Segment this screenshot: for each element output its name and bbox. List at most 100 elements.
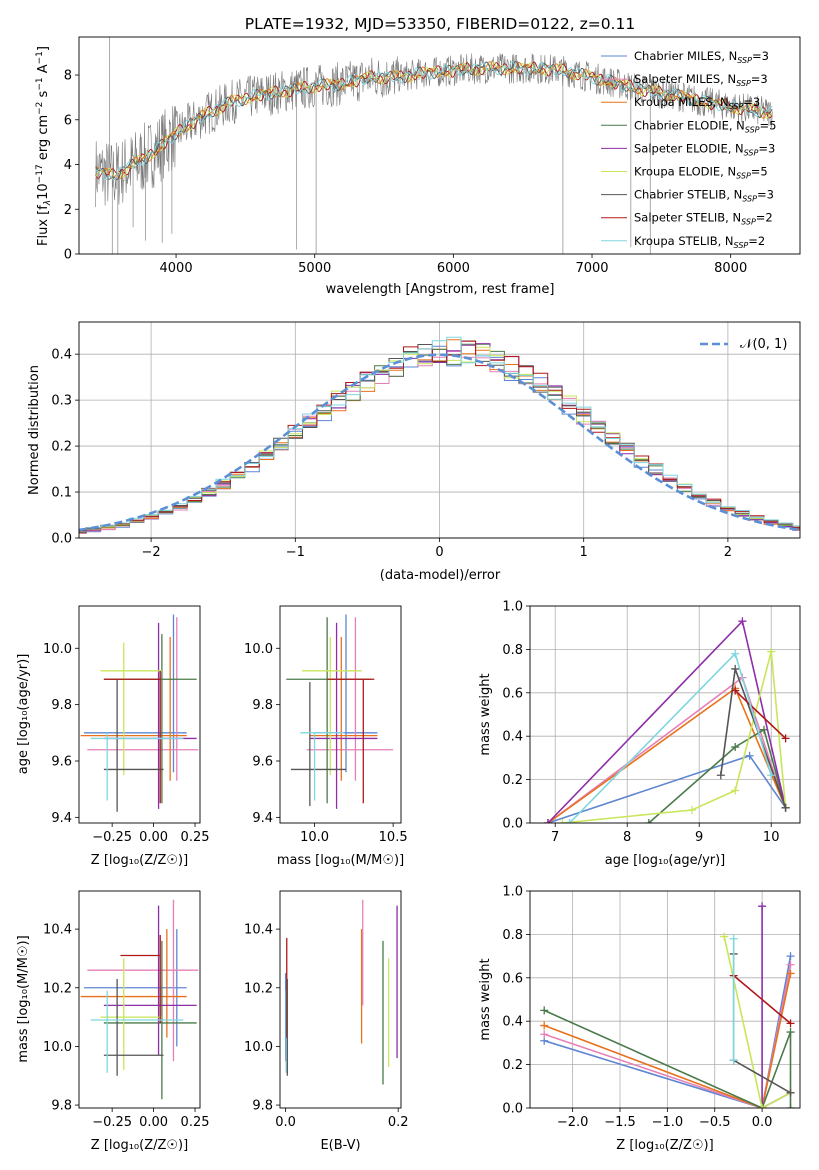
mass-weight-marker <box>544 819 552 823</box>
y-tick-label: 0.8 <box>502 928 523 943</box>
mass-weight-line <box>543 955 792 1108</box>
y-tick-label: 9.8 <box>51 1099 72 1114</box>
x-tick-label: 0.00 <box>139 830 168 845</box>
axes-frame <box>78 36 801 255</box>
mass-vs-metallicity-panel: −0.25 0.00 0.25 9.8 10.0 10.2 10.4 Z [log₁₀(Z/Z… <box>16 890 210 1153</box>
mass-weight-line <box>723 936 791 1108</box>
y-tick-label: 10.2 <box>244 981 273 996</box>
mass-weight-line <box>543 973 792 1108</box>
x-axis-label: Z [log₁₀(Z/Z☉)] <box>91 1138 188 1153</box>
y-tick-label: 10.0 <box>244 642 273 657</box>
y-tick-label: 0.0 <box>502 817 523 832</box>
axes-frame <box>78 605 201 824</box>
x-tick-label: −2.0 <box>557 1115 589 1130</box>
y-tick-label: 10.4 <box>43 923 72 938</box>
axes-frame <box>279 605 402 824</box>
x-tick-label: −1.5 <box>604 1115 636 1130</box>
plot-area <box>540 902 795 1108</box>
y-axis-label: Normed distribution <box>27 365 42 495</box>
x-tick-label: 6000 <box>437 261 470 276</box>
mass-weight-marker <box>731 786 740 795</box>
mass-weight-marker <box>786 952 795 961</box>
y-tick-label: 10.0 <box>43 1040 72 1055</box>
y-tick-label: 8 <box>64 69 72 84</box>
mass-weight-marker <box>781 734 790 743</box>
y-tick-label: 9.8 <box>252 1099 273 1114</box>
y-tick-label: 10.2 <box>43 981 72 996</box>
mass-weight-marker <box>688 805 696 814</box>
x-axis-label: age [log₁₀(age/yr)] <box>605 853 726 868</box>
plot-area <box>80 614 199 812</box>
y-tick-label: 9.4 <box>252 811 273 826</box>
mass-weight-line <box>761 906 791 1108</box>
residual-histogram-step <box>79 340 800 531</box>
plot-area <box>286 614 394 809</box>
x-tick-label: 10.0 <box>300 830 329 845</box>
axes-frame <box>78 890 201 1109</box>
mass-weight-marker <box>731 649 740 658</box>
x-tick-label: −0.5 <box>699 1115 731 1130</box>
legend-entry: Salpeter ELODIE, NSSP=3 <box>634 141 775 157</box>
y-tick-label: 0.0 <box>51 532 72 547</box>
model-spectrum-line <box>95 61 773 178</box>
residual-histogram-step <box>79 336 800 530</box>
mass-weight-marker <box>565 819 574 823</box>
mass-weight-marker <box>786 969 795 978</box>
y-tick-label: 0.6 <box>502 686 523 701</box>
x-tick-label: 10.5 <box>379 830 408 845</box>
axes-frame <box>529 890 801 1109</box>
y-tick-label: 0 <box>64 248 72 263</box>
mass-weight-marker <box>786 1028 795 1037</box>
x-axis-label: Z [log₁₀(Z/Z☉)] <box>616 1138 713 1153</box>
age-vs-mass-panel: 10.0 10.5 9.4 9.6 9.8 10.0 mass [log₁₀(M/M☉)] <box>244 605 408 868</box>
legend-entry: Kroupa ELODIE, NSSP=5 <box>634 165 768 181</box>
x-tick-label: 10 <box>763 830 780 845</box>
y-tick-label: 0.3 <box>51 394 72 409</box>
y-tick-label: 2 <box>64 203 72 218</box>
y-tick-label: 9.4 <box>51 811 72 826</box>
mass-weight-marker <box>767 647 776 656</box>
x-tick-label: 0.0 <box>275 1115 296 1130</box>
mass-weight-marker <box>731 664 740 673</box>
residual-histogram-step <box>79 340 800 532</box>
mass-weight-marker <box>716 771 725 780</box>
legend-entry: Kroupa MILES, NSSP=3 <box>634 95 760 111</box>
legend-entry: Salpeter STELIB, NSSP=2 <box>634 211 773 227</box>
x-tick-label: 0.25 <box>181 1115 210 1130</box>
weight-vs-metallicity-panel: −2.0 −1.5 −1.0 −0.5 0.0 0.0 0.2 0.4 0.6 0.8 1.0 Z [… <box>478 885 801 1153</box>
plot-area <box>95 37 773 254</box>
y-tick-label: 0.2 <box>502 1058 523 1073</box>
mass-weight-marker <box>558 819 567 823</box>
x-tick-label: 7 <box>551 830 559 845</box>
axes-frame <box>529 605 801 824</box>
x-tick-label: −1 <box>286 545 305 560</box>
y-tick-label: 10.4 <box>244 923 273 938</box>
x-axis-label: E(B-V) <box>320 1138 360 1153</box>
mass-weight-marker <box>731 743 740 752</box>
x-tick-label: 9 <box>695 830 703 845</box>
plot-area <box>79 336 800 534</box>
mass-weight-line <box>734 690 787 739</box>
mass-weight-marker <box>720 932 729 941</box>
mass-weight-marker <box>731 686 740 695</box>
mass-weight-marker <box>729 934 738 943</box>
y-tick-label: 1.0 <box>502 600 523 615</box>
legend-entry: 𝒩(0, 1) <box>740 337 787 352</box>
x-tick-label: 0.2 <box>388 1115 409 1130</box>
plot-area <box>284 899 398 1085</box>
mass-weight-marker <box>786 1104 795 1108</box>
x-tick-label: −0.25 <box>92 1115 132 1130</box>
x-tick-label: 0.0 <box>752 1115 773 1130</box>
mass-weight-marker <box>729 1056 738 1065</box>
mass-weight-line <box>720 668 787 809</box>
x-axis-label: (data-model)/error <box>380 568 501 583</box>
x-tick-label: 7000 <box>575 261 608 276</box>
mass-weight-marker <box>644 819 653 823</box>
y-tick-label: 0.2 <box>51 440 72 455</box>
x-tick-label: 8 <box>623 830 631 845</box>
normal-distribution-curve <box>79 353 800 532</box>
plot-area <box>544 617 790 823</box>
y-axis-label: age [log₁₀(age/yr)] <box>16 654 31 775</box>
mass-weight-marker <box>786 1088 795 1097</box>
mass-weight-marker <box>781 803 790 812</box>
